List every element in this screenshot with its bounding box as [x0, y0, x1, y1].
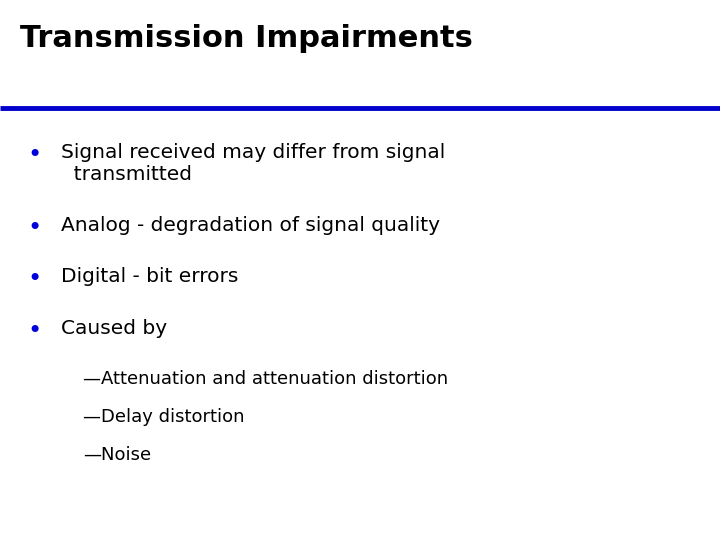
Text: —Attenuation and attenuation distortion: —Attenuation and attenuation distortion	[83, 370, 448, 388]
Text: •: •	[27, 319, 42, 342]
Text: Digital - bit errors: Digital - bit errors	[61, 267, 238, 286]
Text: —Delay distortion: —Delay distortion	[83, 408, 244, 426]
Text: Transmission Impairments: Transmission Impairments	[20, 24, 473, 53]
Text: •: •	[27, 143, 42, 167]
Text: Analog - degradation of signal quality: Analog - degradation of signal quality	[61, 216, 440, 235]
Text: •: •	[27, 267, 42, 291]
Text: Caused by: Caused by	[61, 319, 167, 338]
Text: Signal received may differ from signal
  transmitted: Signal received may differ from signal t…	[61, 143, 446, 184]
Text: —Noise: —Noise	[83, 446, 151, 463]
Text: •: •	[27, 216, 42, 240]
